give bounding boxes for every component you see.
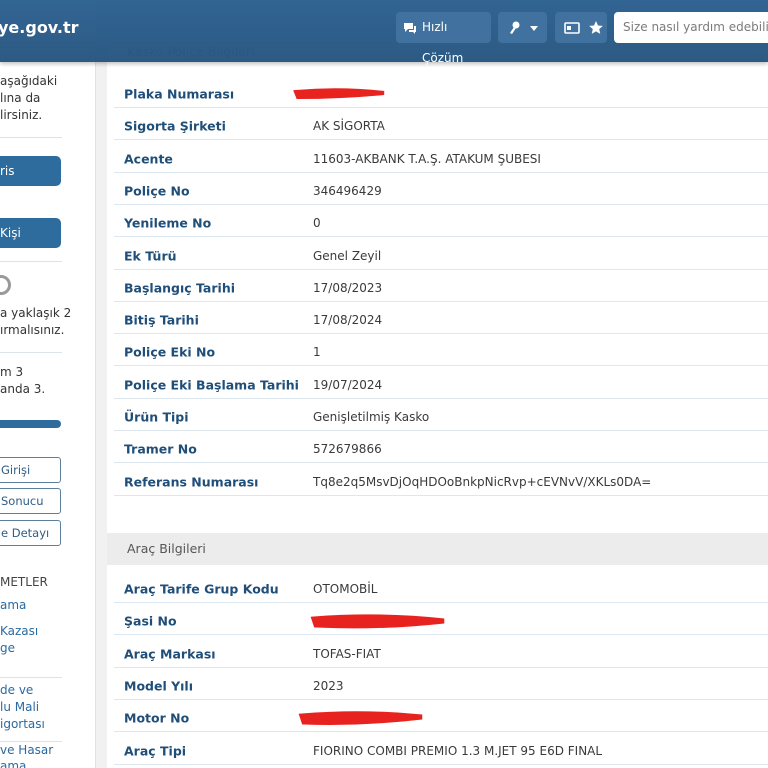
- field-label: Tramer No: [124, 441, 197, 457]
- progress-bar: [0, 420, 61, 428]
- service-link[interactable]: ge: [0, 641, 15, 655]
- sidebar-text: a yaklaşık 2: [0, 306, 72, 320]
- sidebar-text: m 3: [0, 365, 24, 379]
- service-link[interactable]: de ve: [0, 683, 34, 697]
- step-button[interactable]: e Detayı: [0, 520, 61, 546]
- field-value: TOFAS-FIAT: [313, 646, 381, 661]
- field-value: OTOMOBİL: [313, 582, 378, 596]
- row-divider: [114, 139, 768, 141]
- field-value: 17/08/2024: [313, 313, 383, 328]
- field-label: Araç Markası: [124, 646, 216, 662]
- field-label: Ürün Tipi: [124, 409, 189, 425]
- chat-icon: [404, 23, 416, 34]
- row-divider: [114, 397, 768, 399]
- row-divider: [114, 494, 768, 496]
- field-value: 572679866: [313, 442, 382, 457]
- row-divider: [114, 365, 768, 367]
- content-panel: [107, 40, 768, 768]
- field-label: Araç Tipi: [124, 743, 187, 758]
- field-label: Plaka Numarası: [124, 86, 235, 102]
- step-button[interactable]: Girişi: [0, 457, 61, 483]
- sidebar-text: ırmalısınız.: [0, 323, 65, 337]
- field-label: Motor No: [124, 710, 190, 726]
- field-label: Referans Numarası: [124, 474, 259, 490]
- service-link[interactable]: ama: [0, 759, 27, 768]
- sidebar: aşağıdaki lına da lirsiniz. ris Kişi a yaklaş…: [0, 0, 96, 768]
- separator: [0, 677, 62, 678]
- row-divider: [114, 602, 768, 603]
- key-icon: [510, 21, 538, 34]
- field-value: AK SİGORTA: [313, 119, 385, 134]
- logo[interactable]: ye.gov.tr: [0, 18, 79, 37]
- field-value: 0: [313, 216, 321, 231]
- quick-solution-label: Hızlı Çözüm: [422, 20, 464, 65]
- service-link[interactable]: ama: [0, 598, 27, 612]
- row-divider: [114, 300, 768, 302]
- field-label: Yenileme No: [124, 215, 212, 231]
- service-link[interactable]: Kazası: [0, 624, 39, 638]
- field-label: Ek Türü: [124, 248, 177, 263]
- separator: [0, 137, 62, 138]
- sidebar-text: aşağıdaki: [0, 74, 58, 88]
- service-link[interactable]: ve Hasar: [0, 743, 54, 757]
- field-value: Genişletilmiş Kasko: [313, 410, 430, 424]
- section-title: Araç Bilgileri: [107, 533, 768, 565]
- sidebar-button[interactable]: ris: [0, 156, 61, 186]
- key-menu-button[interactable]: [498, 12, 547, 43]
- top-bar: ye.gov.tr Hızlı Çözüm Size nasıl yardım …: [0, 0, 768, 65]
- field-value: Genel Zeyil: [313, 248, 382, 263]
- sidebar-button[interactable]: Kişi: [0, 218, 61, 248]
- sidebar-text: lirsiniz.: [0, 108, 43, 122]
- field-value: 11603-AKBANK T.A.Ş. ATAKUM ŞUBESI: [313, 151, 541, 166]
- row-divider: [114, 333, 768, 335]
- row-divider: [114, 666, 768, 668]
- step-button[interactable]: Sonucu: [0, 488, 61, 514]
- field-label: Poliçe Eki No: [124, 344, 216, 360]
- field-label: Poliçe Eki Başlama Tarihi: [124, 377, 299, 393]
- field-label: Acente: [124, 151, 173, 167]
- services-title: METLER: [0, 575, 48, 589]
- info-icon: [0, 275, 11, 295]
- row-divider: [114, 462, 768, 464]
- service-link[interactable]: lu Mali: [0, 700, 40, 714]
- field-value: 19/07/2024: [313, 377, 383, 392]
- field-value: 346496429: [313, 183, 382, 198]
- field-value: 17/08/2023: [313, 280, 383, 295]
- card-favorites-button[interactable]: [555, 12, 607, 43]
- separator: [0, 261, 62, 262]
- row-divider: [114, 171, 768, 173]
- field-label: Sigorta Şirketi: [124, 118, 226, 134]
- field-label: Araç Tarife Grup Kodu: [124, 581, 279, 597]
- row-divider: [114, 698, 768, 700]
- field-value: 1: [313, 345, 321, 360]
- separator: [0, 352, 62, 353]
- row-divider: [114, 268, 768, 270]
- row-divider: [114, 763, 768, 765]
- field-label: Başlangıç Tarihi: [124, 280, 235, 296]
- field-label: Poliçe No: [124, 183, 190, 199]
- row-divider: [114, 430, 768, 431]
- row-divider: [114, 634, 768, 636]
- field-label: Bitiş Tarihi: [124, 312, 199, 328]
- row-divider: [114, 236, 768, 238]
- field-value: FIORINO COMBI PREMIO 1.3 M.JET 95 E6D FI…: [313, 743, 603, 758]
- separator: [0, 741, 62, 742]
- service-link[interactable]: igortası: [0, 717, 45, 731]
- card-star-icon: [564, 21, 603, 34]
- row-divider: [114, 731, 768, 733]
- field-label: Model Yılı: [124, 678, 193, 694]
- quick-solution-button[interactable]: Hızlı Çözüm: [396, 12, 491, 65]
- sidebar-text: anda 3.: [0, 382, 46, 396]
- field-value: 2023: [313, 678, 344, 693]
- row-divider: [114, 107, 768, 108]
- sidebar-text: lına da: [0, 91, 41, 105]
- search-input[interactable]: Size nasıl yardım edebilirin: [614, 12, 768, 43]
- row-divider: [114, 203, 768, 205]
- field-value: Tq8e2q5MsvDjOqHDOoBnkpNicRvp+cEVNvV/XKLs…: [313, 474, 652, 489]
- field-label: Şasi No: [124, 613, 177, 629]
